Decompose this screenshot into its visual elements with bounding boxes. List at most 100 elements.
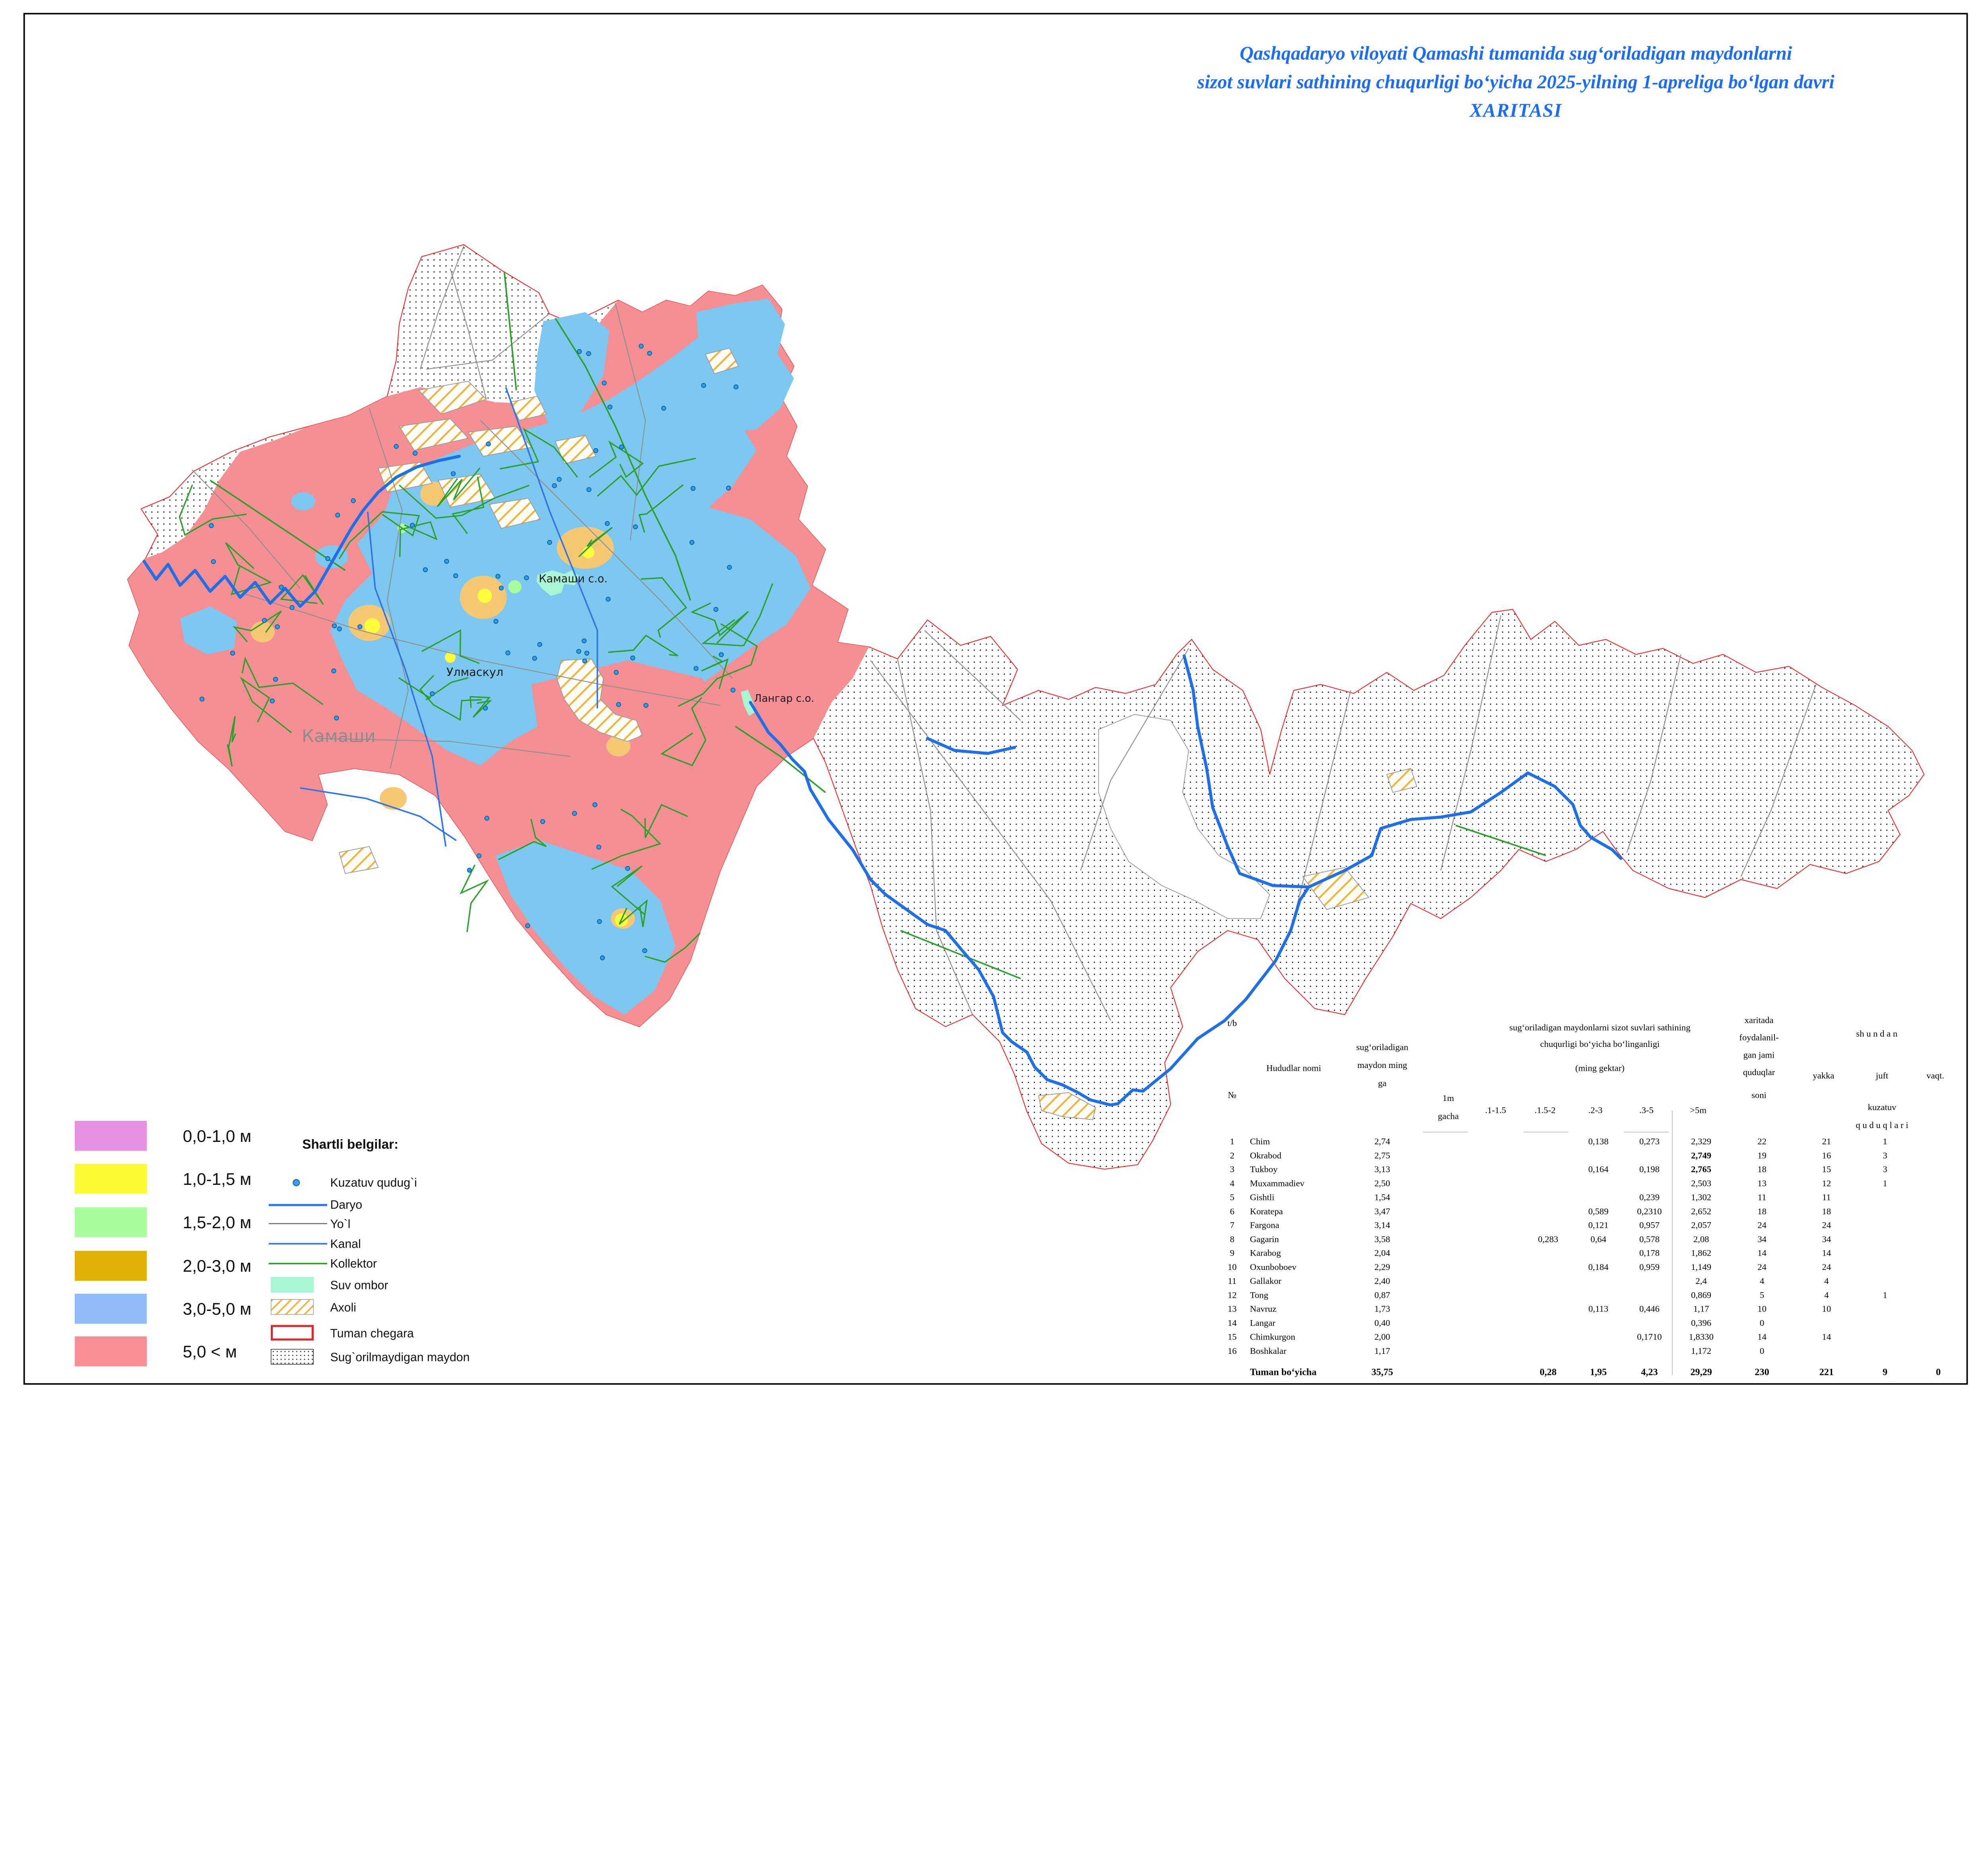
col-header-yakka: yakka bbox=[1813, 1070, 1835, 1081]
col-header-area3: ga bbox=[1378, 1078, 1387, 1088]
well-dot bbox=[332, 623, 337, 629]
road-line-icon bbox=[267, 1215, 330, 1233]
collector-line bbox=[232, 610, 282, 643]
table-cell: 9 bbox=[1883, 1366, 1888, 1377]
well-dot bbox=[486, 441, 491, 447]
depth-zone-1-15m bbox=[364, 546, 628, 927]
table-cell: 3,58 bbox=[1374, 1234, 1390, 1245]
legend-swatch-1-15m bbox=[74, 1163, 147, 1194]
well-dot bbox=[524, 575, 529, 581]
river-east bbox=[1182, 654, 1623, 889]
table-cell: Okrabod bbox=[1250, 1150, 1281, 1161]
col-header-gt5m: >5m bbox=[1690, 1105, 1706, 1115]
table-cell: 2,08 bbox=[1693, 1234, 1709, 1245]
collector-line bbox=[280, 574, 324, 605]
table-cell: Fargona bbox=[1250, 1220, 1279, 1230]
well-dot bbox=[453, 573, 458, 579]
well-dot bbox=[483, 705, 488, 711]
map-title: Qashqadaryo viloyati Qamashi tumanida su… bbox=[1056, 39, 1975, 124]
well-dot bbox=[493, 619, 499, 624]
well-dot bbox=[230, 650, 235, 656]
river-short bbox=[926, 737, 1016, 755]
well-dot bbox=[690, 486, 696, 491]
table-row: 2 Okrabod 2,75 2,749 19 16 3 bbox=[1219, 1149, 1960, 1163]
legend-item-gt5m: 5,0 < м bbox=[74, 1336, 495, 1368]
well-dot bbox=[613, 670, 619, 675]
table-cell: 0,273 bbox=[1639, 1136, 1660, 1147]
collector-line bbox=[419, 675, 482, 721]
table-cell: 1,17 bbox=[1374, 1345, 1390, 1356]
table-cell: 221 bbox=[1819, 1366, 1834, 1377]
col-header-wells-3: gan jami bbox=[1743, 1050, 1775, 1060]
table-cell: 0,64 bbox=[1590, 1234, 1606, 1245]
table-cell: 0,121 bbox=[1588, 1220, 1609, 1230]
legend-item-kuzatuv: Kuzatuv qudug`i bbox=[255, 1174, 705, 1192]
well-dot bbox=[335, 513, 340, 518]
legend-label-kanal: Kanal bbox=[330, 1237, 361, 1251]
table-cell: 1,862 bbox=[1691, 1248, 1712, 1258]
table-cell: 18 bbox=[1757, 1206, 1767, 1216]
well-dot bbox=[484, 815, 489, 821]
table-cell: 14 bbox=[1822, 1248, 1831, 1258]
table-row: 14 Langar 0,40 0,396 0 bbox=[1219, 1316, 1960, 1330]
legend-item-daryo: Daryo bbox=[255, 1196, 705, 1214]
well-dot bbox=[351, 498, 356, 503]
collectors bbox=[179, 427, 773, 963]
table-cell: 18 bbox=[1822, 1206, 1831, 1216]
legend-item-3-5m: 3,0-5,0 м bbox=[74, 1293, 495, 1325]
table-cell: 0,578 bbox=[1639, 1234, 1660, 1245]
well-dot bbox=[733, 384, 739, 390]
table-cell: 7 bbox=[1230, 1220, 1235, 1230]
table-cell: 0,164 bbox=[1588, 1164, 1609, 1175]
well-dot bbox=[505, 650, 511, 656]
table-cell: 3 bbox=[1883, 1150, 1887, 1161]
table-cell: Boshkalar bbox=[1250, 1345, 1287, 1356]
well-dot bbox=[639, 344, 644, 349]
well-dot bbox=[606, 596, 611, 602]
collector-line bbox=[241, 656, 324, 705]
table-cell: 0,184 bbox=[1588, 1262, 1609, 1272]
collector-line bbox=[608, 634, 678, 656]
table-cell: 0 bbox=[1759, 1318, 1765, 1328]
table-cell: Navruz bbox=[1250, 1304, 1277, 1314]
collector-line bbox=[701, 655, 729, 689]
well-dot bbox=[643, 703, 648, 708]
table-cell: 0,113 bbox=[1588, 1304, 1609, 1314]
well-dot bbox=[394, 444, 399, 449]
collector-line bbox=[638, 484, 684, 533]
col-header-1-15: .1-1.5 bbox=[1485, 1105, 1506, 1115]
table-cell: 0,2310 bbox=[1637, 1206, 1662, 1216]
table-cell: 230 bbox=[1755, 1366, 1769, 1377]
table-cell: 0,178 bbox=[1639, 1248, 1660, 1258]
canal-line-icon bbox=[267, 1235, 330, 1253]
collector-line bbox=[437, 467, 481, 507]
well-dot bbox=[730, 687, 736, 693]
observation-well-icon bbox=[267, 1174, 330, 1192]
table-row: 16 Boshkalar 1,17 1,172 0 bbox=[1219, 1344, 1960, 1358]
well-dot bbox=[619, 444, 624, 450]
well-dot bbox=[586, 351, 591, 356]
well-dot bbox=[572, 811, 577, 816]
table-row: 1 Chim 2,74 0,138 0,273 2,329 22 21 1 bbox=[1219, 1135, 1960, 1149]
table-cell: 1,95 bbox=[1590, 1366, 1607, 1377]
table-cell: Tukboy bbox=[1250, 1164, 1278, 1175]
table-cell: 29,29 bbox=[1690, 1366, 1712, 1377]
table-cell: 35,75 bbox=[1371, 1366, 1393, 1377]
table-row: 8 Gagarin 3,58 0,283 0,64 0,578 2,08 34 34 bbox=[1219, 1232, 1960, 1246]
legend-swatch-15-2m bbox=[74, 1207, 147, 1237]
collector-line bbox=[499, 427, 578, 478]
non-irrigated-icon bbox=[267, 1348, 330, 1366]
well-dot bbox=[647, 351, 652, 356]
table-cell: 0,1710 bbox=[1637, 1332, 1662, 1342]
table-cell: 1 bbox=[1883, 1136, 1887, 1147]
table-cell: 4,23 bbox=[1641, 1366, 1658, 1377]
well-dot bbox=[693, 666, 699, 671]
table-cell: 24 bbox=[1757, 1262, 1767, 1272]
table-cell: 1,149 bbox=[1691, 1262, 1712, 1272]
well-dot bbox=[552, 483, 557, 488]
table-cell: Tong bbox=[1250, 1290, 1268, 1300]
table-row: 7 Fargona 3,14 0,121 0,957 2,057 24 24 bbox=[1219, 1218, 1960, 1232]
collector-line bbox=[591, 808, 662, 870]
label-langar-so: Лангар с.о. bbox=[754, 693, 814, 705]
well-dot bbox=[726, 485, 731, 491]
